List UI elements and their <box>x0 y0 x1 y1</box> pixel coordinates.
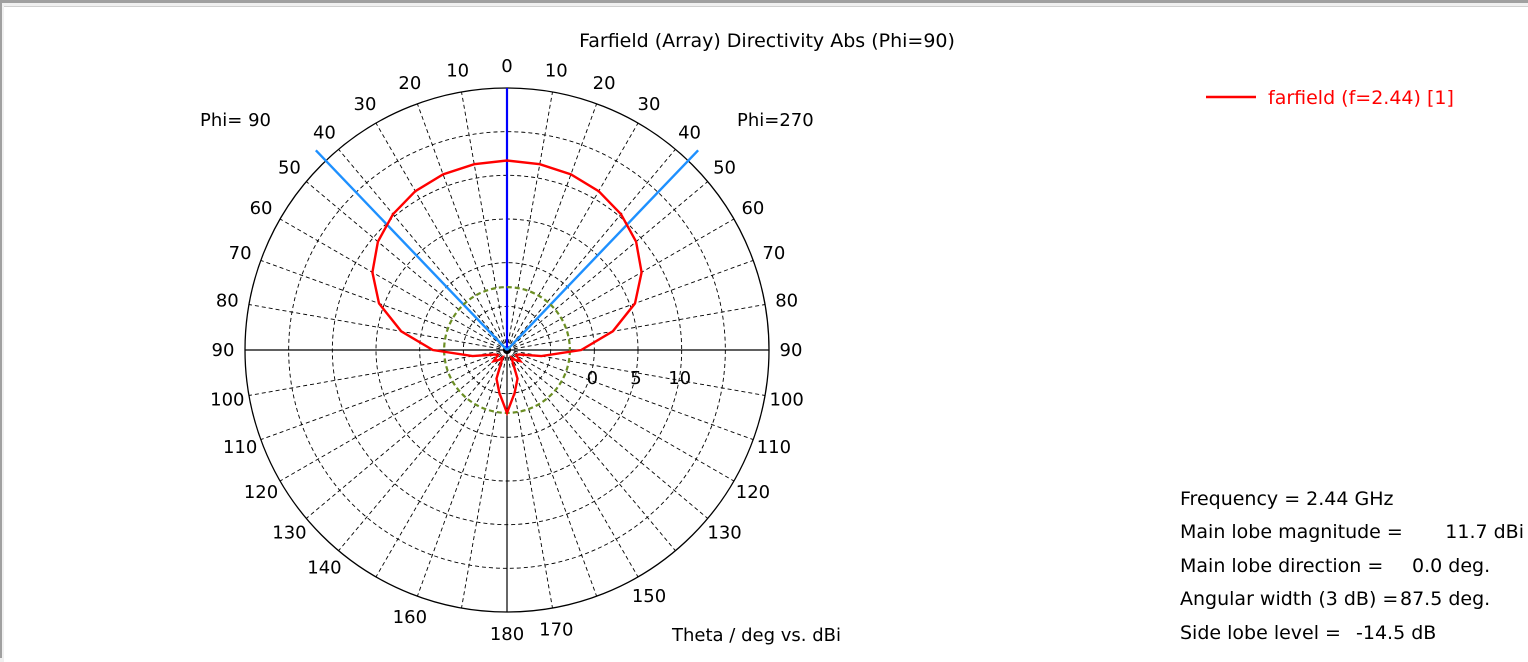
grid-spoke <box>338 349 508 551</box>
info-panel: Frequency = 2.44 GHz Main lobe magnitude… <box>1180 488 1524 644</box>
angle-tick-label: 60 <box>250 198 273 219</box>
grid-spoke <box>279 218 508 351</box>
pattern-curves <box>371 159 643 417</box>
beamwidth-line <box>314 149 508 351</box>
angle-tick-label: 90 <box>780 340 803 361</box>
angle-tick-label: 100 <box>210 389 244 410</box>
angle-tick-label: 160 <box>393 607 427 628</box>
angle-tick-label: 80 <box>216 291 239 312</box>
angle-tick-label: 110 <box>757 437 791 458</box>
angle-tick-label: 10 <box>545 60 568 81</box>
chart-title: Farfield (Array) Directivity Abs (Phi=90… <box>579 30 955 52</box>
grid-spoke <box>260 259 508 351</box>
angle-tick-label: 80 <box>775 291 798 312</box>
radial-tick-label: 5 <box>630 368 641 389</box>
angle-tick-label: 130 <box>707 523 741 544</box>
angle-tick-label: 130 <box>272 523 306 544</box>
angle-tick-label: 30 <box>638 94 661 115</box>
grid-spoke <box>506 349 735 482</box>
angle-tick-label: 90 <box>212 340 235 361</box>
angle-tick-label: 40 <box>678 122 701 143</box>
left-half-label: Phi= 90 <box>200 110 271 131</box>
angle-tick-label: 0 <box>501 56 512 77</box>
angle-tick-label: 170 <box>539 620 573 641</box>
directivity-curve <box>371 159 643 417</box>
angle-tick-label: 10 <box>446 60 469 81</box>
angle-tick-label: 50 <box>713 157 736 178</box>
grid-spoke <box>279 349 508 482</box>
plot-area: Farfield (Array) Directivity Abs (Phi=90… <box>4 6 1528 662</box>
info-frequency: Frequency = 2.44 GHz <box>1180 488 1394 510</box>
grid-spoke <box>506 91 553 351</box>
grid-spoke <box>375 122 508 351</box>
angle-tick-label: 70 <box>229 243 252 264</box>
right-half-label: Phi=270 <box>737 110 814 131</box>
info-side-lobe-value: -14.5 dB <box>1356 622 1436 644</box>
grid-spoke <box>375 349 508 578</box>
grid-spoke <box>416 349 508 597</box>
grid-spoke <box>506 122 639 351</box>
grid-spoke <box>506 149 676 351</box>
angle-tick-label: 120 <box>736 482 770 503</box>
angle-tick-label: 40 <box>313 122 336 143</box>
angle-tick-label: 20 <box>593 73 616 94</box>
angle-tick-label: 70 <box>762 243 785 264</box>
grid-spoke <box>506 349 676 551</box>
angle-tick-label: 50 <box>278 157 301 178</box>
angle-tick-label: 180 <box>490 624 524 645</box>
polar-chart: Farfield (Array) Directivity Abs (Phi=90… <box>200 30 1524 646</box>
grid-spoke <box>461 91 508 351</box>
info-main-lobe-magnitude-label: Main lobe magnitude = <box>1180 521 1403 543</box>
angle-tick-label: 30 <box>354 94 377 115</box>
grid-spoke <box>506 349 708 519</box>
grid-spoke <box>506 304 766 351</box>
radial-tick-label: 0 <box>587 368 598 389</box>
info-angular-width-value: 87.5 deg. <box>1400 588 1490 610</box>
grid-spoke <box>306 181 508 351</box>
angle-tick-label: 100 <box>770 389 804 410</box>
grid-spoke <box>506 349 754 441</box>
grid-spoke <box>506 218 735 351</box>
angle-tick-label: 150 <box>632 586 666 607</box>
grid-spoke <box>306 349 508 519</box>
beamwidth-line <box>506 149 700 351</box>
grid-spoke <box>260 349 508 441</box>
angle-tick-label: 60 <box>741 198 764 219</box>
grid-spoke <box>338 149 508 351</box>
angle-tick-labels: 1020304050607080901001101201301401601800… <box>210 56 804 645</box>
grid-spoke <box>248 304 508 351</box>
grid-spoke <box>506 349 766 396</box>
info-angular-width-label: Angular width (3 dB) = <box>1180 588 1398 610</box>
grid-spoke <box>248 349 508 396</box>
angle-tick-label: 140 <box>307 558 341 579</box>
angle-tick-label: 120 <box>244 482 278 503</box>
grid-spoke <box>506 259 754 351</box>
info-main-lobe-direction-label: Main lobe direction = <box>1180 555 1383 577</box>
radial-tick-label: 10 <box>668 368 691 389</box>
info-main-lobe-direction-value: 0.0 deg. <box>1412 555 1490 577</box>
legend-entry: farfield (f=2.44) [1] <box>1268 87 1454 109</box>
info-main-lobe-magnitude-value: 11.7 dBi <box>1445 521 1524 543</box>
axis-label: Theta / deg vs. dBi <box>671 625 841 646</box>
angle-tick-label: 20 <box>398 73 421 94</box>
angle-tick-label: 110 <box>223 437 257 458</box>
legend: farfield (f=2.44) [1] <box>1206 87 1454 109</box>
grid-spoke <box>416 103 508 351</box>
info-side-lobe-label: Side lobe level = <box>1180 622 1341 644</box>
grid-spoke <box>506 181 708 351</box>
radial-tick-labels: 0 5 10 <box>587 368 692 389</box>
grid-spoke <box>506 103 598 351</box>
grid-spoke <box>506 349 639 578</box>
grid-spoke <box>506 349 598 597</box>
